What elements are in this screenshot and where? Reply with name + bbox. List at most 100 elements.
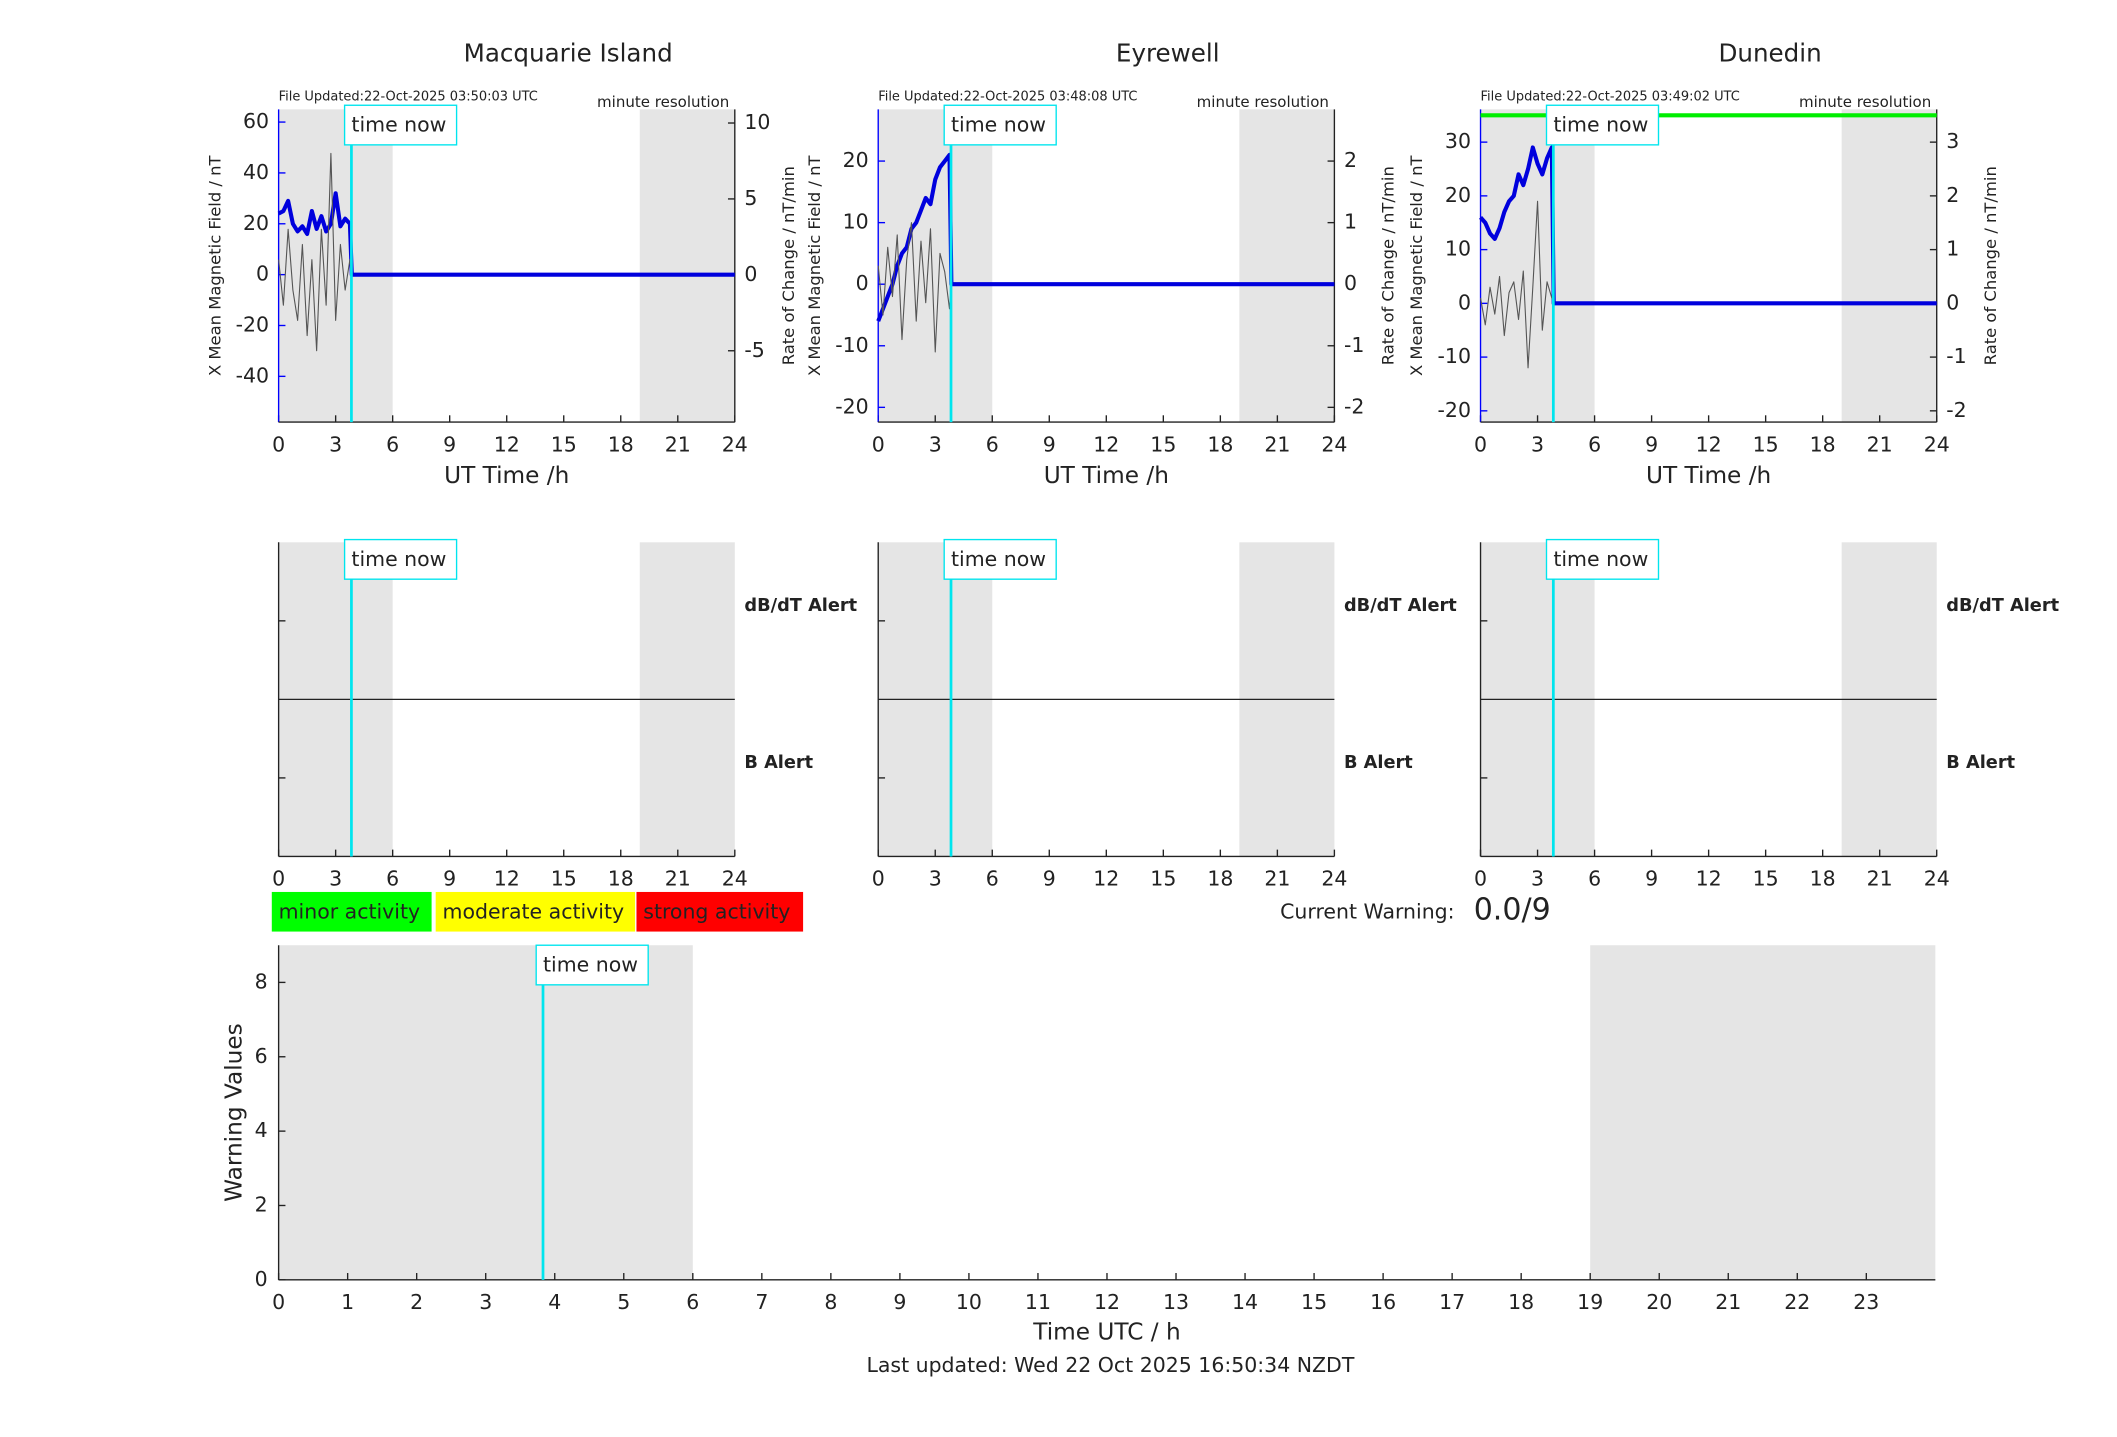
x-tick-label: 9 (443, 867, 456, 891)
y-tick-label: -20 (236, 312, 269, 336)
y-axis-label: X Mean Magnetic Field / nT (1407, 154, 1426, 376)
x-tick-label: 3 (1531, 432, 1544, 456)
y2-tick-label: -2 (1344, 394, 1364, 418)
x-axis-label: UT Time /h (1044, 462, 1169, 489)
activity-label: minor activity (279, 899, 421, 923)
y2-axis-label: Rate of Change / nT/min (779, 166, 798, 365)
chart-title: Dunedin (1718, 39, 1821, 68)
dbdt-alert-label: dB/dT Alert (744, 596, 857, 616)
x-tick-label: 3 (1531, 867, 1544, 891)
night-shade (1480, 109, 1595, 423)
y2-tick-label: 1 (1946, 237, 1959, 261)
y2-tick-label: 0 (744, 262, 757, 286)
x-tick-label: 9 (893, 1290, 906, 1314)
y-tick-label: 40 (243, 160, 269, 184)
x-tick-label: 15 (1150, 432, 1176, 456)
x-tick-label: 0 (272, 432, 285, 456)
y2-tick-label: -5 (744, 338, 764, 362)
time-now-box (535, 944, 649, 986)
night-shade (278, 109, 393, 423)
activity-swatch (435, 891, 636, 932)
x-tick-label: 3 (929, 867, 942, 891)
x-tick-label: 15 (1150, 867, 1176, 891)
y2-tick-label: -1 (1344, 333, 1364, 357)
x-tick-label: 14 (1232, 1290, 1258, 1314)
x-tick-label: 12 (1094, 1290, 1120, 1314)
x-tick-label: 1 (341, 1290, 354, 1314)
time-now-box (1545, 104, 1660, 146)
activity-swatch (271, 891, 432, 932)
activity-label: strong activity (643, 899, 790, 923)
x-tick-label: 10 (956, 1290, 982, 1314)
x-tick-label: 18 (1810, 867, 1836, 891)
x-tick-label: 0 (872, 432, 885, 456)
night-shade (1590, 945, 1936, 1280)
x-tick-label: 19 (1577, 1290, 1603, 1314)
x-axis-label: UT Time /h (444, 462, 569, 489)
time-now-label: time now (351, 113, 446, 137)
y-tick-label: -10 (835, 333, 868, 357)
x-tick-label: 18 (1810, 432, 1836, 456)
file-updated: File Updated:22-Oct-2025 03:49:02 UTC (1481, 90, 1740, 105)
y-tick-label: 0 (856, 271, 869, 295)
x-tick-label: 18 (1207, 867, 1233, 891)
time-now-label: time now (1553, 547, 1648, 571)
x-tick-label: 24 (1321, 432, 1347, 456)
x-tick-label: 6 (686, 1290, 699, 1314)
x-tick-label: 24 (1321, 867, 1347, 891)
y-axis-label: X Mean Magnetic Field / nT (805, 154, 824, 376)
b-alert-label: B Alert (1946, 753, 2015, 773)
y-tick-label: -40 (236, 363, 269, 387)
y-tick-label: 0 (1458, 290, 1471, 314)
y2-tick-label: -1 (1946, 344, 1966, 368)
x-tick-label: 21 (1264, 432, 1290, 456)
y2-tick-label: 1 (1344, 210, 1357, 234)
series-line (1479, 200, 1555, 369)
y-tick-label: 8 (255, 969, 268, 993)
y2-tick-label: 10 (744, 110, 770, 134)
x-tick-label: 6 (1588, 867, 1601, 891)
y-axis-label: X Mean Magnetic Field / nT (205, 154, 224, 376)
y-tick-label: 0 (256, 262, 269, 286)
x-tick-label: 21 (1867, 867, 1893, 891)
x-tick-label: 5 (617, 1290, 630, 1314)
file-updated: File Updated:22-Oct-2025 03:50:03 UTC (279, 90, 538, 105)
x-tick-label: 0 (272, 1290, 285, 1314)
time-now-label: time now (543, 953, 638, 977)
y2-tick-label: 2 (1946, 183, 1959, 207)
chart-title: Macquarie Island (464, 39, 673, 68)
x-tick-label: 16 (1370, 1290, 1396, 1314)
x-tick-label: 24 (722, 432, 748, 456)
dbdt-alert-label: dB/dT Alert (1344, 596, 1457, 616)
y-tick-label: 20 (243, 211, 269, 235)
x-tick-label: 20 (1646, 1290, 1672, 1314)
y-tick-label: 6 (255, 1044, 268, 1068)
y-axis-label: Warning Values (220, 1023, 247, 1202)
y-tick-label: 60 (243, 109, 269, 133)
b-alert-label: B Alert (744, 753, 813, 773)
x-tick-label: 21 (665, 432, 691, 456)
current-warning-value: 0.0/9 (1474, 893, 1551, 928)
y2-tick-label: 0 (1344, 271, 1357, 295)
series-line (877, 222, 952, 353)
y2-tick-label: 2 (1344, 148, 1357, 172)
x-tick-label: 6 (986, 867, 999, 891)
x-tick-label: 15 (1753, 432, 1779, 456)
x-tick-label: 7 (755, 1290, 768, 1314)
y-tick-label: 20 (843, 148, 869, 172)
y-tick-label: -20 (835, 394, 868, 418)
y2-tick-label: -2 (1946, 398, 1966, 422)
x-tick-label: 17 (1439, 1290, 1465, 1314)
x-tick-label: 15 (551, 432, 577, 456)
x-tick-label: 11 (1025, 1290, 1051, 1314)
x-tick-label: 18 (1508, 1290, 1534, 1314)
y-tick-label: 20 (1445, 183, 1471, 207)
x-tick-label: 0 (272, 867, 285, 891)
x-tick-label: 6 (986, 432, 999, 456)
y-tick-label: 10 (1445, 237, 1471, 261)
x-tick-label: 18 (1207, 432, 1233, 456)
x-tick-label: 13 (1163, 1290, 1189, 1314)
night-shade (278, 945, 693, 1280)
x-tick-label: 9 (1645, 867, 1658, 891)
